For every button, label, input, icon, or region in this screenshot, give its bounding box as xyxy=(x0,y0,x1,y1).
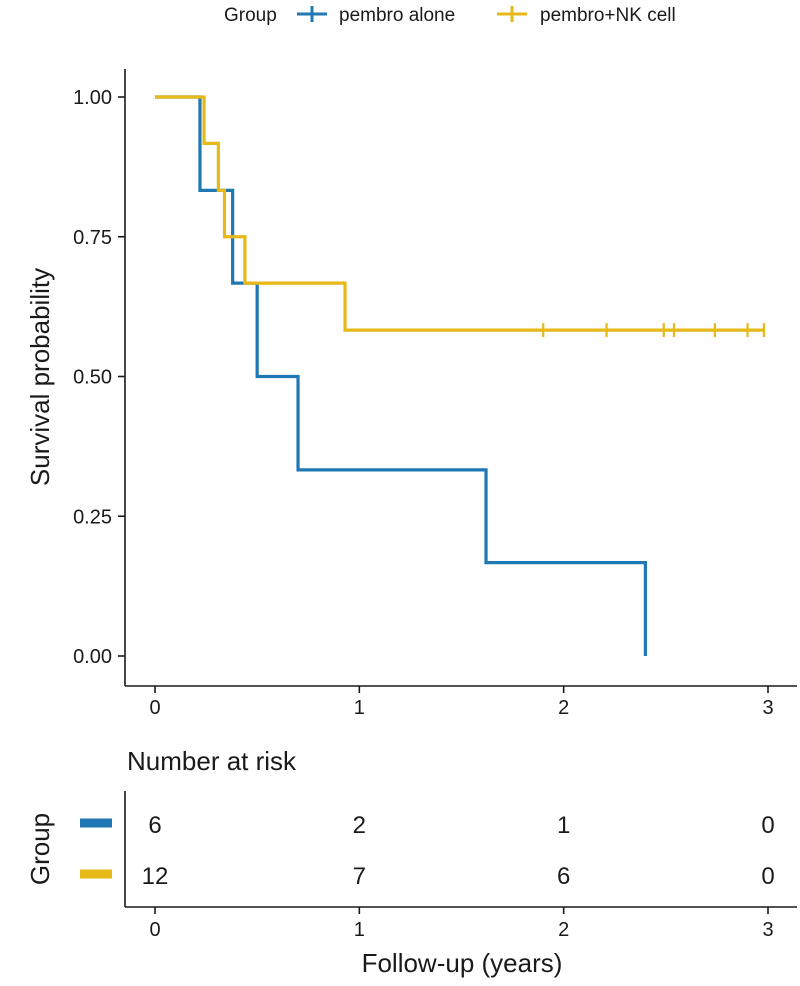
risk-y-axis-label: Group xyxy=(25,813,55,885)
y-tick-label: 0.75 xyxy=(73,227,112,249)
y-axis-label: Survival probability xyxy=(25,268,55,486)
legend-key-pembro-nk xyxy=(497,6,527,22)
x-tick-label: 3 xyxy=(762,697,773,719)
risk-count: 6 xyxy=(148,812,161,839)
y-tick-label: 0.00 xyxy=(73,646,112,668)
risk-count: 0 xyxy=(761,812,774,839)
x-tick-label: 2 xyxy=(558,697,569,719)
survival-curves xyxy=(155,95,766,656)
risk-x-tick-label: 3 xyxy=(762,919,773,941)
risk-count: 6 xyxy=(557,863,570,890)
risk-x-tick-label: 2 xyxy=(558,919,569,941)
survival-curve-1 xyxy=(155,95,764,332)
y-tick-label: 0.50 xyxy=(73,367,112,389)
y-tick-label: 1.00 xyxy=(73,87,112,109)
legend: Group pembro alone pembro+NK cell xyxy=(224,5,676,26)
risk-count: 2 xyxy=(353,812,366,839)
x-tick-label: 1 xyxy=(354,697,365,719)
risk-count: 7 xyxy=(353,863,366,890)
risk-count: 1 xyxy=(557,812,570,839)
y-tick-label: 0.25 xyxy=(73,506,112,528)
y-ticks: 0.00 0.25 0.50 0.75 1.00 xyxy=(73,87,125,668)
risk-rows: 6 2 1 0 12 7 6 0 xyxy=(80,812,775,890)
legend-label-pembro-nk: pembro+NK cell xyxy=(540,5,676,26)
x-ticks: 0 1 2 3 xyxy=(149,686,774,719)
risk-x-ticks: 0 1 2 3 xyxy=(149,907,774,941)
x-tick-label: 0 xyxy=(149,697,160,719)
x-axis-label: Follow-up (years) xyxy=(362,948,563,978)
survival-plot: 0.00 0.25 0.50 0.75 1.00 0 1 2 3 Survival proba… xyxy=(25,69,797,719)
risk-table-title: Number at risk xyxy=(127,746,297,776)
legend-key-pembro-alone xyxy=(297,6,327,22)
risk-count: 12 xyxy=(142,863,169,890)
risk-x-tick-label: 0 xyxy=(149,919,160,941)
risk-x-tick-label: 1 xyxy=(354,919,365,941)
risk-count: 0 xyxy=(761,863,774,890)
legend-title: Group xyxy=(224,5,277,26)
survival-curve-0 xyxy=(155,95,647,656)
legend-label-pembro-alone: pembro alone xyxy=(339,5,455,26)
